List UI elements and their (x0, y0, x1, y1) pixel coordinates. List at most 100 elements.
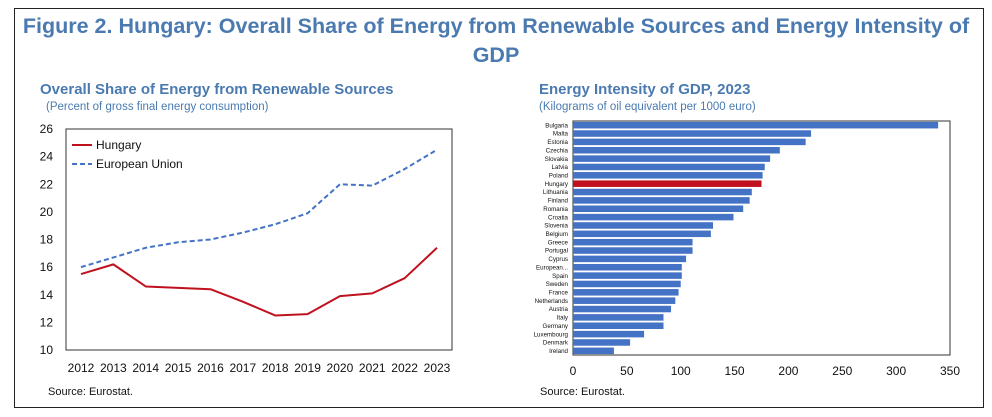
y-tick-label: 24 (40, 150, 54, 164)
bar (573, 230, 711, 238)
bar (573, 330, 645, 338)
x-tick-label: 2021 (359, 361, 386, 375)
bar (573, 314, 664, 321)
bar-category-label: Slovakia (545, 156, 569, 163)
bar (573, 213, 734, 221)
bar-category-label: France (549, 290, 569, 297)
eu-series-line (80, 148, 438, 269)
bar-category-label: Belgium (546, 231, 568, 238)
bar-category-label: Portugal (545, 248, 568, 255)
bar (573, 297, 676, 304)
bar-category-label: Estonia (547, 139, 568, 146)
y-tick-label: 26 (40, 122, 54, 136)
bar-category-label: Poland (549, 173, 569, 180)
bar (573, 130, 812, 137)
bar-category-label: Sweden (546, 281, 569, 288)
bar (573, 155, 771, 162)
bar (573, 255, 687, 263)
hungary-highlight-bar (573, 180, 762, 187)
bar-category-label: Ireland (549, 348, 568, 355)
right-source: Source: Eurostat. (540, 386, 625, 398)
bar (573, 305, 672, 313)
bar (573, 272, 682, 279)
left-chart-subtitle: (Percent of gross final energy consumpti… (46, 101, 269, 113)
x-tick-label: 100 (671, 364, 691, 378)
bar (573, 289, 679, 296)
bar-category-label: Czechia (546, 147, 569, 154)
hungary-series-line (80, 247, 438, 317)
y-tick-label: 16 (40, 260, 54, 274)
x-tick-label: 2013 (100, 361, 127, 375)
bar-category-label: Greece (548, 239, 569, 246)
legend-label: European Union (96, 157, 183, 171)
bar-category-label: Hungary (545, 181, 569, 188)
left-plot-area (65, 128, 453, 351)
x-tick-label: 2016 (197, 361, 224, 375)
x-tick-label: 2012 (68, 361, 95, 375)
right-chart-subtitle: (Kilograms of oil equivalent per 1000 eu… (539, 101, 756, 113)
bar-category-label: Finland (548, 198, 569, 205)
legend-label: Hungary (96, 138, 141, 152)
x-tick-label: 200 (778, 364, 798, 378)
figure-frame (14, 8, 984, 408)
bar-category-label: Cyprus (548, 256, 568, 263)
bar (573, 197, 750, 204)
bar-category-label: Latvia (551, 164, 568, 171)
bar-category-label: Germany (543, 323, 569, 330)
x-tick-label: 2017 (229, 361, 256, 375)
bar (573, 172, 763, 179)
left-chart-title: Overall Share of Energy from Renewable S… (40, 81, 394, 98)
left-source: Source: Eurostat. (48, 386, 133, 398)
x-tick-label: 250 (832, 364, 852, 378)
bar-category-label: Italy (557, 315, 569, 322)
x-tick-label: 2015 (165, 361, 192, 375)
bar (573, 263, 682, 271)
x-tick-label: 2019 (294, 361, 321, 375)
bar (573, 238, 693, 246)
bar (573, 339, 631, 346)
bar-category-label: Austria (549, 306, 569, 313)
bar (573, 280, 681, 288)
bar-category-label: Romania (543, 206, 568, 213)
bar-category-label: Denmark (543, 340, 569, 347)
bar (573, 138, 806, 146)
bar-category-label: Malta (553, 131, 569, 138)
x-tick-label: 2022 (391, 361, 418, 375)
figure-title: Figure 2. Hungary: Overall Share of Ener… (22, 14, 970, 67)
bar-category-label: European... (536, 264, 568, 271)
bar-category-label: Slovenia (544, 223, 568, 230)
bar (573, 247, 693, 254)
bar (573, 222, 714, 229)
y-tick-label: 18 (40, 233, 54, 247)
bar-category-label: Luxembourg (534, 331, 569, 338)
bar-category-label: Croatia (548, 214, 569, 221)
x-tick-label: 350 (940, 364, 960, 378)
bar (573, 205, 744, 213)
bar-category-label: Bulgaria (545, 122, 568, 129)
x-tick-label: 300 (886, 364, 906, 378)
x-tick-label: 50 (620, 364, 634, 378)
bar-category-label: Netherlands (535, 298, 568, 305)
y-tick-label: 10 (40, 343, 54, 357)
bar (573, 163, 765, 171)
x-tick-label: 2020 (327, 361, 354, 375)
bar (573, 121, 939, 129)
bar (573, 146, 780, 154)
bar-category-label: Lithuania (543, 189, 569, 196)
bar (573, 322, 664, 330)
x-tick-label: 0 (570, 364, 577, 378)
y-tick-label: 12 (40, 315, 54, 329)
y-tick-label: 20 (40, 205, 54, 219)
bar-category-label: Spain (552, 273, 568, 280)
y-tick-label: 22 (40, 177, 54, 191)
x-tick-label: 2023 (424, 361, 451, 375)
x-tick-label: 2014 (132, 361, 159, 375)
x-tick-label: 2018 (262, 361, 289, 375)
y-tick-label: 14 (40, 288, 54, 302)
right-plot-area (572, 120, 951, 356)
x-tick-label: 150 (725, 364, 745, 378)
right-chart-title: Energy Intensity of GDP, 2023 (539, 81, 751, 98)
bar (573, 188, 752, 196)
bar (573, 347, 614, 355)
